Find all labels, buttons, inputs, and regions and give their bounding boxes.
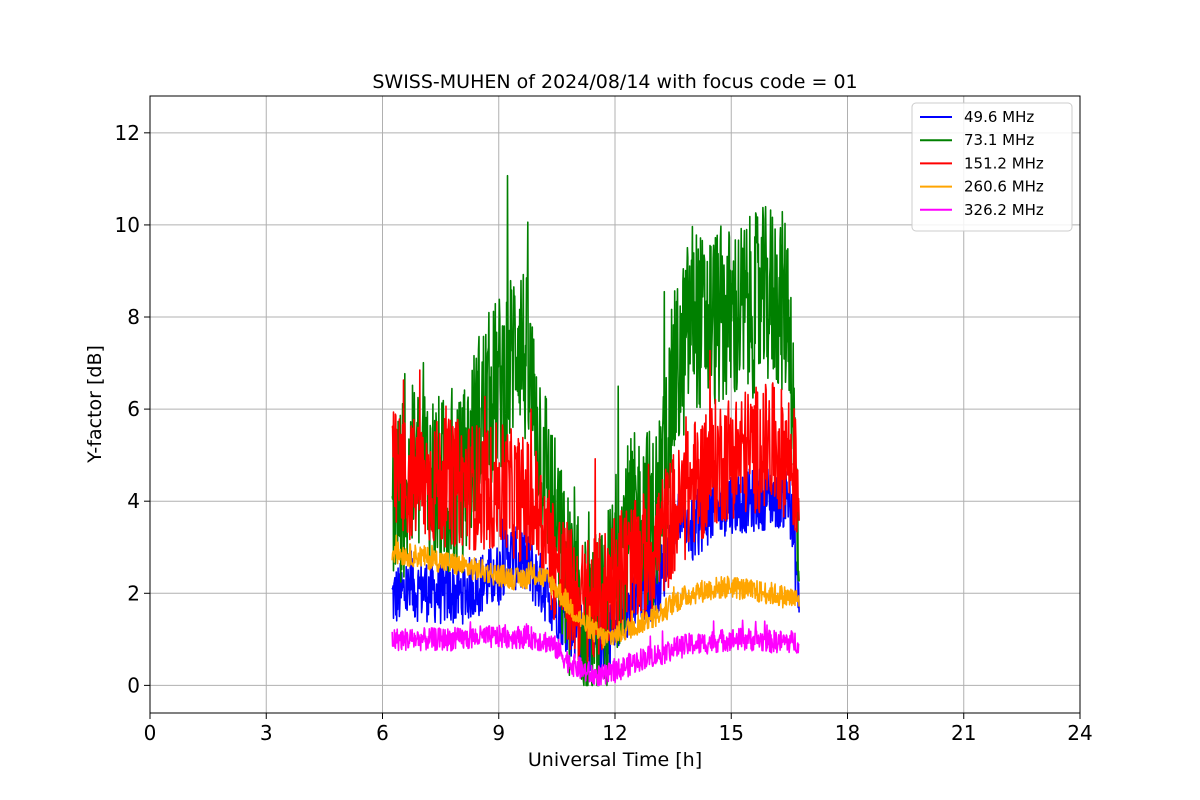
series-line-0 [391, 464, 800, 675]
legend: 49.6 MHz 73.1 MHz 151.2 MHz 260.6 MHz 32… [911, 102, 1073, 232]
y-axis-ticks: 0 2 4 6 8 10 12 [115, 121, 150, 697]
y-tick-label: 6 [127, 397, 140, 421]
legend-label: 260.6 MHz [964, 178, 1044, 196]
series-line-3 [391, 534, 800, 649]
series-layer [391, 174, 800, 687]
x-tick-label: 3 [260, 721, 273, 745]
y-tick-label: 12 [115, 121, 140, 145]
chart-title: SWISS-MUHEN of 2024/08/14 with focus cod… [372, 71, 857, 93]
x-axis-ticks: 0 3 6 9 12 15 18 21 24 [144, 713, 1093, 745]
y-tick-label: 8 [127, 305, 140, 329]
x-tick-label: 9 [492, 721, 505, 745]
y-axis-label: Y-factor [dB] [84, 345, 106, 464]
series-line-4 [391, 619, 800, 687]
x-tick-label: 21 [951, 721, 976, 745]
x-tick-label: 15 [719, 721, 744, 745]
x-tick-label: 6 [376, 721, 389, 745]
x-axis-label: Universal Time [h] [528, 749, 702, 771]
x-tick-label: 0 [144, 721, 157, 745]
x-tick-label: 12 [602, 721, 627, 745]
y-tick-label: 4 [127, 489, 140, 513]
y-tick-label: 10 [115, 213, 140, 237]
legend-label: 49.6 MHz [964, 108, 1034, 126]
legend-box [911, 102, 1073, 232]
x-tick-label: 24 [1067, 721, 1092, 745]
x-tick-label: 18 [835, 721, 860, 745]
series-line-2 [391, 349, 800, 663]
legend-label: 326.2 MHz [964, 201, 1044, 219]
y-tick-label: 2 [127, 581, 140, 605]
legend-label: 73.1 MHz [964, 131, 1034, 149]
y-tick-label: 0 [127, 673, 140, 697]
legend-label: 151.2 MHz [964, 154, 1044, 172]
